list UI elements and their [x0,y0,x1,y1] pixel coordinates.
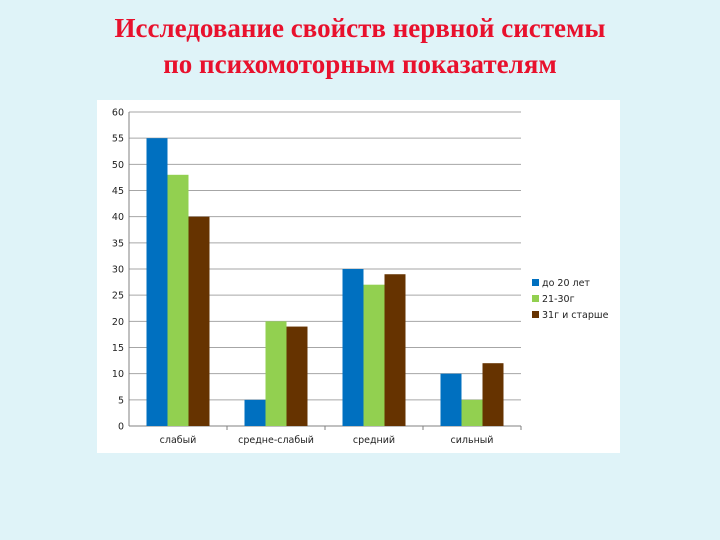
y-tick-label: 0 [118,422,124,433]
x-tick-label: сильный [451,435,494,446]
bar [342,269,364,426]
bar [286,326,308,426]
y-tick-label: 60 [112,108,124,119]
bar [384,274,406,426]
y-tick-label: 40 [112,212,124,223]
y-tick-label: 25 [112,291,124,302]
bar [440,373,462,426]
y-tick-label: 5 [118,395,124,406]
bar [188,216,210,426]
y-tick-label: 15 [112,343,124,354]
x-tick-label: средне-слабый [238,435,314,446]
legend-swatch [532,279,539,286]
bar [363,284,385,426]
y-tick-label: 55 [112,134,124,145]
legend-swatch [532,311,539,318]
title-line-1: Исследование свойств нервной системы [114,13,606,43]
bar [265,321,287,426]
bar [482,363,504,426]
legend-label: 31г и старше [542,310,609,321]
y-tick-label: 10 [112,369,124,380]
title-line-2: по психомоторным показателям [163,49,557,79]
bar [167,174,189,426]
y-tick-label: 20 [112,317,124,328]
x-tick-label: слабый [160,435,197,446]
x-tick-label: средний [353,435,395,446]
y-tick-label: 50 [112,160,124,171]
legend-label: до 20 лет [542,278,590,289]
legend-label: 21-30г [542,294,575,305]
legend-swatch [532,295,539,302]
chart-panel: 0 5 10 15 20 25 30 35 40 45 50 55 60 слабый средне-сла… [97,100,620,453]
bar [244,399,266,426]
slide-title: Исследование свойств нервной системы по … [0,10,720,82]
y-tick-label: 35 [112,238,124,249]
bar [146,138,168,426]
y-tick-label: 45 [112,186,124,197]
bar [461,399,483,426]
bar-chart: 0 5 10 15 20 25 30 35 40 45 50 55 60 слабый средне-сла… [112,108,609,447]
y-tick-label: 30 [112,265,124,276]
